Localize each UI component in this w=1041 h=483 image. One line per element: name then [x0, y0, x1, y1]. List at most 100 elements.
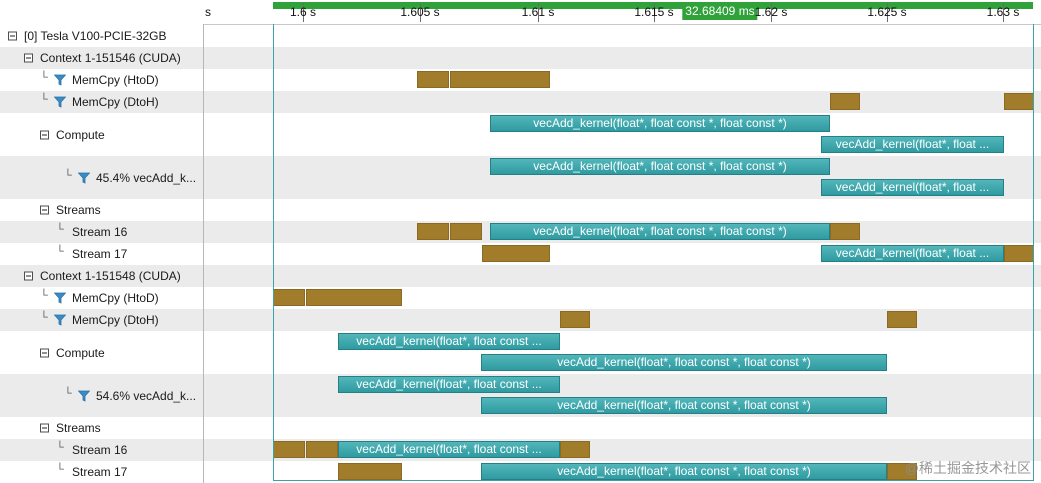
filter-icon[interactable]: [77, 390, 91, 402]
tree-row-label: [0] Tesla V100-PCIE-32GB: [24, 28, 167, 43]
tree-row[interactable]: Context 1-151548 (CUDA): [0, 265, 203, 287]
timeline-panel[interactable]: 32.68409 ms s 1.6 s 1.605 s 1.61 s 1.615 s 1.…: [204, 0, 1041, 483]
memcpy-bar[interactable]: [560, 441, 590, 458]
kernel-bar[interactable]: vecAdd_kernel(float*, float const *, flo…: [490, 158, 830, 175]
filter-icon[interactable]: [53, 74, 67, 86]
kernel-bar[interactable]: vecAdd_kernel(float*, float ...: [821, 179, 1004, 196]
tree-row-label: Compute: [56, 127, 105, 142]
selection-duration-label: 32.68409 ms: [682, 2, 758, 20]
filter-icon[interactable]: [77, 172, 91, 184]
tree-row-label: MemCpy (DtoH): [72, 95, 159, 109]
tree-row[interactable]: Compute: [0, 331, 203, 374]
memcpy-bar[interactable]: [417, 71, 449, 88]
ruler-tick-label: s: [205, 5, 211, 19]
tree-elbow-icon: └: [56, 463, 64, 476]
tree-row-label: 54.6% vecAdd_k...: [96, 388, 197, 403]
tree-row[interactable]: [0] Tesla V100-PCIE-32GB: [0, 24, 203, 47]
watermark: @稀土掘金技术社区: [904, 460, 1031, 476]
kernel-bar[interactable]: vecAdd_kernel(float*, float ...: [821, 245, 1004, 262]
tree-row[interactable]: └ MemCpy (DtoH): [0, 309, 203, 331]
memcpy-bar[interactable]: [417, 223, 449, 240]
time-ruler[interactable]: 32.68409 ms s 1.6 s 1.605 s 1.61 s 1.615 s 1.…: [204, 0, 1041, 25]
memcpy-bar[interactable]: [887, 463, 917, 480]
tree-row[interactable]: Context 1-151546 (CUDA): [0, 47, 203, 69]
ruler-tick-label: 1.615 s: [634, 5, 674, 19]
filter-icon[interactable]: [53, 314, 67, 326]
tree-row-label: Streams: [56, 421, 101, 435]
collapse-toggle-icon[interactable]: [40, 348, 49, 357]
ruler-tick-label: 1.63 s: [986, 5, 1020, 19]
kernel-bar[interactable]: vecAdd_kernel(float*, float const *, flo…: [481, 354, 887, 371]
tree-panel: [0] Tesla V100-PCIE-32GB Context 1-151546…: [0, 24, 204, 483]
ruler-tick-label: 1.605 s: [400, 5, 440, 19]
kernel-bar[interactable]: vecAdd_kernel(float*, float ...: [821, 136, 1004, 153]
memcpy-bar[interactable]: [450, 223, 482, 240]
kernel-bar[interactable]: vecAdd_kernel(float*, float const ...: [338, 376, 560, 393]
tree-row-label: Context 1-151548 (CUDA): [40, 269, 181, 283]
tree-row-label: Stream 17: [72, 247, 128, 261]
tree-row-label: Stream 16: [72, 225, 128, 239]
ruler-tick-label: 1.625 s: [867, 5, 907, 19]
tree-row[interactable]: └ 45.4% vecAdd_k...: [0, 156, 203, 199]
tree-row-label: Context 1-151546 (CUDA): [40, 51, 181, 65]
tree-row[interactable]: └ MemCpy (HtoD): [0, 287, 203, 309]
ruler-tick-label: 1.62 s: [754, 5, 788, 19]
kernel-bar[interactable]: vecAdd_kernel(float*, float const *, flo…: [481, 463, 887, 480]
tree-row[interactable]: └ Stream 16: [0, 439, 203, 461]
tree-row[interactable]: └ 54.6% vecAdd_k...: [0, 374, 203, 417]
memcpy-bar[interactable]: [830, 93, 860, 110]
selection-range-box: [273, 24, 1034, 481]
tree-row-label: 45.4% vecAdd_k...: [96, 170, 197, 185]
tree-elbow-icon: └: [40, 311, 48, 324]
memcpy-bar[interactable]: [338, 463, 402, 480]
tree-row[interactable]: └ Stream 16: [0, 221, 203, 243]
tree-row-label: MemCpy (HtoD): [72, 73, 159, 87]
collapse-toggle-icon[interactable]: [24, 271, 33, 281]
timeline-row: [204, 47, 1041, 69]
tree-row-label: MemCpy (DtoH): [72, 313, 159, 327]
selection-range-bar[interactable]: [273, 2, 1033, 9]
tree-elbow-icon: └: [56, 223, 64, 236]
collapse-toggle-icon[interactable]: [24, 53, 33, 63]
tree-elbow-icon: └: [40, 93, 48, 106]
memcpy-bar[interactable]: [306, 441, 338, 458]
filter-icon[interactable]: [53, 292, 67, 304]
kernel-bar[interactable]: vecAdd_kernel(float*, float const ...: [338, 441, 560, 458]
tree-elbow-icon: └: [40, 71, 48, 84]
collapse-toggle-icon[interactable]: [40, 423, 49, 433]
ruler-tick-label: 1.6 s: [289, 5, 316, 19]
ruler-tick-label: 1.61 s: [521, 5, 555, 19]
tree-elbow-icon: └: [56, 441, 64, 454]
tree-row[interactable]: └ MemCpy (DtoH): [0, 91, 203, 113]
kernel-bar[interactable]: vecAdd_kernel(float*, float const ...: [338, 333, 560, 350]
timeline-row: [204, 265, 1041, 287]
memcpy-bar[interactable]: [482, 245, 550, 262]
memcpy-bar[interactable]: [560, 311, 590, 328]
memcpy-bar[interactable]: [830, 223, 860, 240]
timeline-row: [204, 309, 1041, 331]
tree-row-label: Stream 17: [72, 465, 128, 479]
collapse-toggle-icon[interactable]: [8, 31, 17, 40]
tree-row[interactable]: Compute: [0, 113, 203, 156]
memcpy-bar[interactable]: [306, 289, 402, 306]
tree-row[interactable]: Streams: [0, 417, 203, 439]
tree-row[interactable]: └ MemCpy (HtoD): [0, 69, 203, 91]
tree-elbow-icon: └: [64, 387, 72, 400]
kernel-bar[interactable]: vecAdd_kernel(float*, float const *, flo…: [490, 223, 830, 240]
filter-icon[interactable]: [53, 96, 67, 108]
tree-row-label: Compute: [56, 345, 105, 360]
kernel-bar[interactable]: vecAdd_kernel(float*, float const *, flo…: [490, 115, 830, 132]
memcpy-bar[interactable]: [450, 71, 550, 88]
tree-elbow-icon: └: [40, 289, 48, 302]
tree-row-label: MemCpy (HtoD): [72, 291, 159, 305]
tree-row[interactable]: └ Stream 17: [0, 461, 203, 483]
tree-row-label: Stream 16: [72, 443, 128, 457]
memcpy-bar[interactable]: [887, 311, 917, 328]
tree-elbow-icon: └: [64, 169, 72, 182]
collapse-toggle-icon[interactable]: [40, 130, 49, 139]
collapse-toggle-icon[interactable]: [40, 205, 49, 215]
tree-row-label: Streams: [56, 203, 101, 217]
tree-row[interactable]: Streams: [0, 199, 203, 221]
kernel-bar[interactable]: vecAdd_kernel(float*, float const *, flo…: [481, 397, 887, 414]
tree-row[interactable]: └ Stream 17: [0, 243, 203, 265]
